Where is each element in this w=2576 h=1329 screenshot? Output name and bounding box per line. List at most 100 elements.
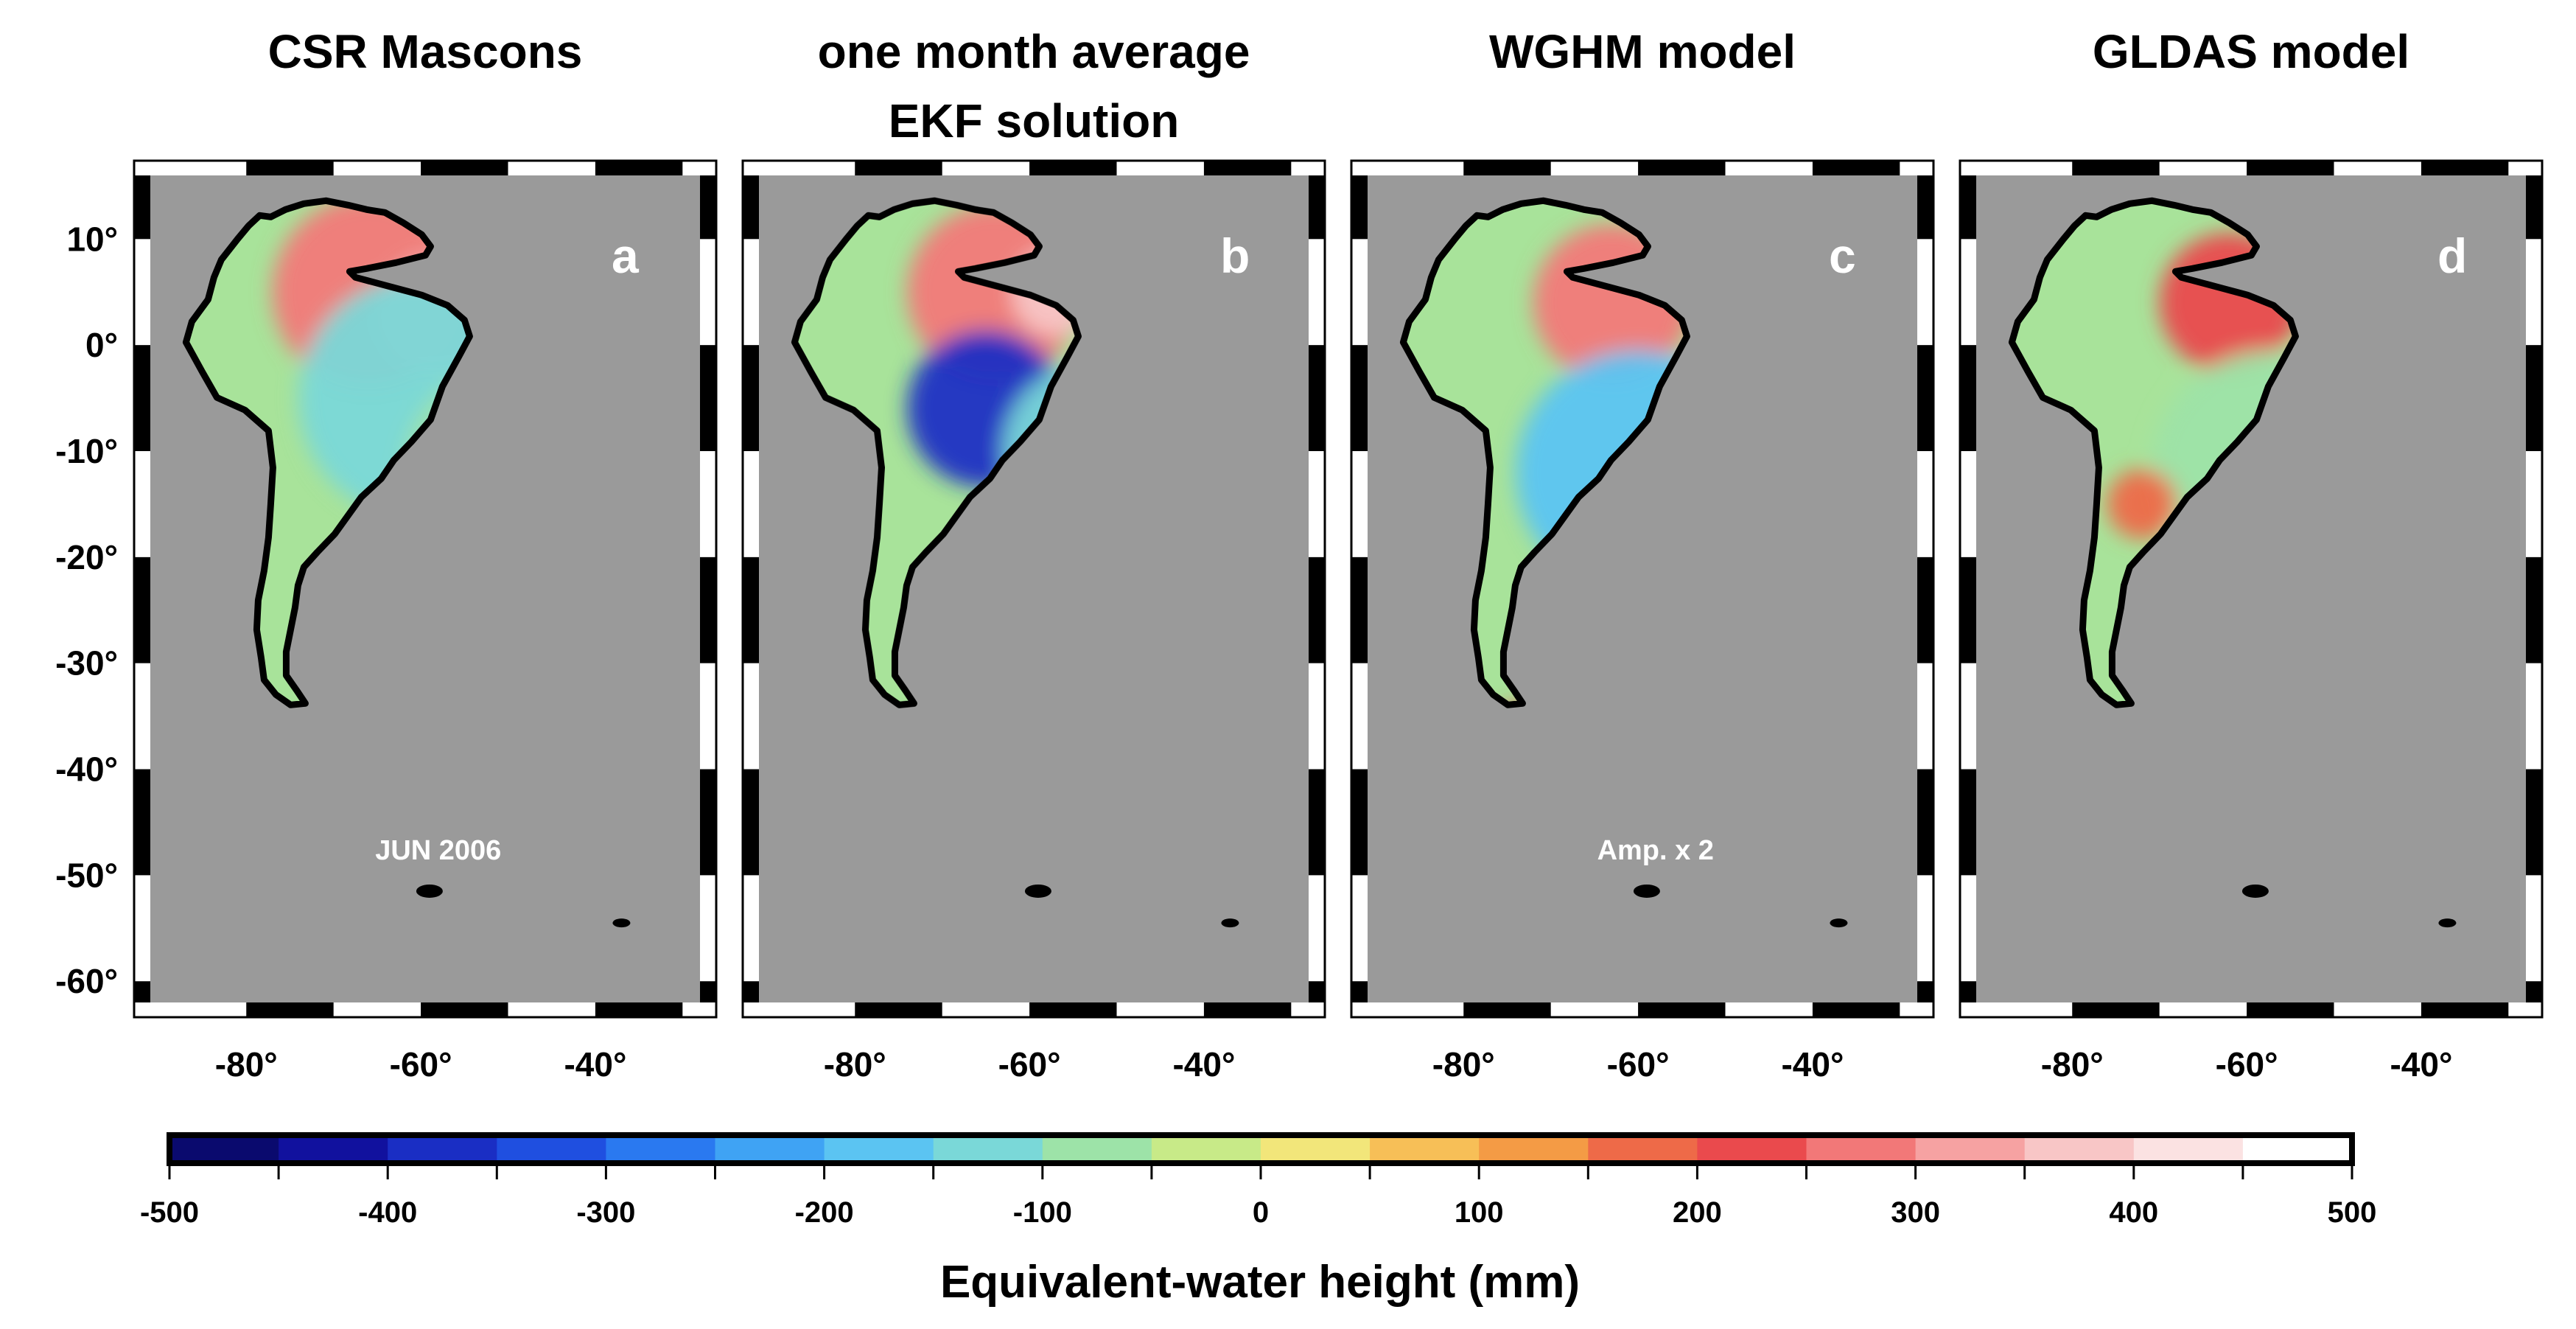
- colorbar-tick-label: -500: [140, 1196, 199, 1229]
- colorbar-swatch: [497, 1135, 606, 1163]
- graticule-bar: [1917, 981, 1933, 1002]
- graticule-bar: [134, 175, 150, 240]
- lon-tick-label: -40°: [1172, 1045, 1235, 1084]
- panel-title-line2: EKF solution: [889, 94, 1180, 147]
- colorbar-swatch: [715, 1135, 825, 1163]
- graticule-bar: [134, 345, 150, 451]
- lat-tick-label: -30°: [55, 644, 118, 683]
- colorbar-swatch: [2242, 1135, 2353, 1163]
- lon-tick-label: -40°: [2390, 1045, 2452, 1084]
- graticule-bar: [743, 769, 759, 876]
- colorbar-tick-label: 500: [2328, 1196, 2377, 1229]
- colorbar-tick-label: 200: [1673, 1196, 1722, 1229]
- graticule-bar: [1309, 345, 1325, 451]
- lat-tick-label: 0°: [85, 326, 118, 364]
- island: [1830, 918, 1848, 928]
- graticule-bar: [1351, 981, 1368, 1002]
- panel-title: one month average: [818, 25, 1250, 78]
- coastline: [791, 197, 1082, 708]
- graticule-bar: [421, 161, 508, 175]
- graticule-bar: [1812, 1002, 1900, 1017]
- lon-tick-label: -60°: [1607, 1045, 1670, 1084]
- graticule-bar: [1029, 1002, 1117, 1017]
- graticule-bar: [743, 175, 759, 240]
- panel-title: CSR Mascons: [268, 25, 583, 78]
- island: [416, 884, 443, 898]
- island: [612, 918, 631, 928]
- lat-tick-label: 10°: [66, 220, 118, 258]
- graticule-bar: [595, 1002, 683, 1017]
- colorbar-tick-label: -100: [1013, 1196, 1072, 1229]
- colorbar-tick-label: 0: [1253, 1196, 1269, 1229]
- graticule-bar: [1351, 557, 1368, 663]
- lon-tick-label: -80°: [1432, 1045, 1495, 1084]
- colorbar-tick-label: -200: [795, 1196, 854, 1229]
- colorbar-swatch: [1151, 1135, 1261, 1163]
- graticule-bar: [855, 1002, 942, 1017]
- lat-tick-label: -10°: [55, 432, 118, 470]
- graticule-bar: [700, 769, 716, 876]
- colorbar-swatch: [1915, 1135, 2026, 1163]
- colorbar-swatch: [1697, 1135, 1807, 1163]
- graticule-bar: [2072, 161, 2160, 175]
- lat-tick-label: -60°: [55, 962, 118, 1000]
- colorbar-swatch: [1588, 1135, 1698, 1163]
- graticule-bar: [1351, 345, 1368, 451]
- map-panel-a: a JUN 2006: [133, 159, 718, 1019]
- graticule-bar: [1309, 557, 1325, 663]
- colorbar-tick-label: 400: [2109, 1196, 2158, 1229]
- lon-tick-label: -60°: [998, 1045, 1061, 1084]
- lat-tick-label: -20°: [55, 538, 118, 576]
- colorbar-swatch: [933, 1135, 1043, 1163]
- colorbar-swatch: [169, 1135, 279, 1163]
- lon-tick-label: -80°: [2041, 1045, 2104, 1084]
- lon-tick-label: -60°: [2216, 1045, 2278, 1084]
- graticule-bar: [1203, 161, 1292, 175]
- graticule-bar: [2247, 161, 2334, 175]
- map-panel-c: c Amp. x 2: [1350, 159, 1935, 1019]
- graticule-bar: [700, 345, 716, 451]
- colorbar-swatch: [279, 1135, 388, 1163]
- panel-letter: a: [612, 229, 640, 283]
- lon-tick-label: -40°: [1781, 1045, 1844, 1084]
- graticule-bar: [1463, 1002, 1551, 1017]
- colorbar-swatch: [2133, 1135, 2244, 1163]
- graticule-bar: [1960, 175, 1976, 240]
- panel-note: JUN 2006: [375, 835, 501, 866]
- colorbar-swatch: [1042, 1135, 1152, 1163]
- graticule-bar: [855, 161, 942, 175]
- island: [1221, 918, 1239, 928]
- graticule-bar: [595, 161, 683, 175]
- graticule-bar: [1917, 175, 1933, 240]
- graticule-bar: [1917, 557, 1933, 663]
- colorbar-swatch: [824, 1135, 934, 1163]
- graticule-bar: [246, 161, 334, 175]
- panel-title: GLDAS model: [2093, 25, 2409, 78]
- graticule-bar: [2526, 769, 2542, 876]
- island: [2438, 918, 2457, 928]
- graticule-bar: [1309, 175, 1325, 240]
- lon-tick-label: -40°: [564, 1045, 626, 1084]
- graticule-bar: [1638, 1002, 1726, 1017]
- graticule-bar: [2421, 1002, 2509, 1017]
- graticule-bar: [1812, 161, 1900, 175]
- map-panel-d: d: [1959, 159, 2544, 1019]
- island: [1633, 884, 1660, 898]
- graticule-bar: [1203, 1002, 1292, 1017]
- colorbar-tick-label: 100: [1455, 1196, 1504, 1229]
- panel-title: WGHM model: [1489, 25, 1796, 78]
- anomaly-blob: [298, 276, 470, 520]
- panel-letter: c: [1829, 229, 1856, 283]
- lat-tick-label: -40°: [55, 750, 118, 789]
- colorbar-swatch: [1261, 1135, 1371, 1163]
- lon-tick-label: -60°: [390, 1045, 452, 1084]
- colorbar-tick-label: -300: [576, 1196, 635, 1229]
- graticule-bar: [2526, 175, 2542, 240]
- graticule-bar: [2526, 557, 2542, 663]
- coastline: [2008, 197, 2299, 708]
- colorbar-swatch: [1806, 1135, 1917, 1163]
- graticule-bar: [1463, 161, 1551, 175]
- graticule-bar: [700, 175, 716, 240]
- graticule-bar: [1960, 557, 1976, 663]
